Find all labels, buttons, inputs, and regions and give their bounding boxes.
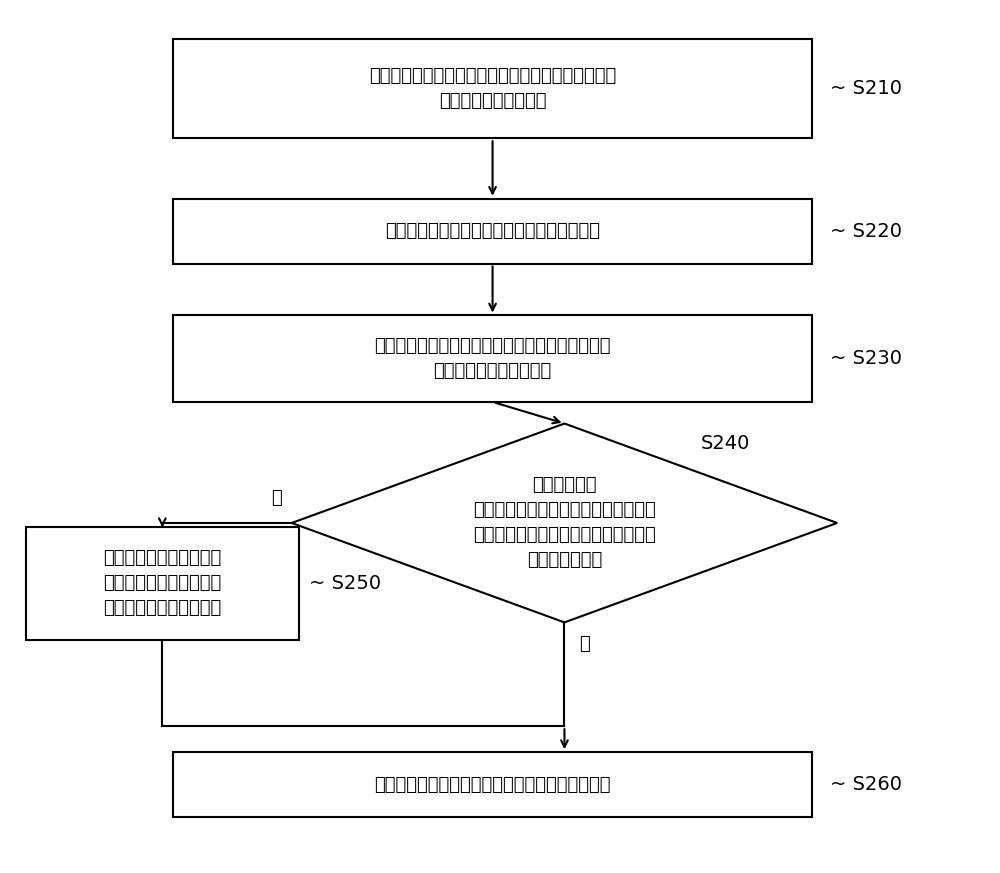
- Text: S240: S240: [701, 434, 750, 453]
- Polygon shape: [292, 423, 837, 622]
- Text: 否: 否: [579, 636, 590, 653]
- Text: ~ S230: ~ S230: [830, 349, 902, 368]
- FancyBboxPatch shape: [173, 199, 812, 264]
- Text: ~ S210: ~ S210: [830, 79, 902, 98]
- Text: ~ S250: ~ S250: [309, 574, 381, 593]
- FancyBboxPatch shape: [173, 38, 812, 138]
- Text: 排除位于各组光学感测模
组所对应的至少一个触控
排除区域的触控坐标信息: 排除位于各组光学感测模 组所对应的至少一个触控 排除区域的触控坐标信息: [103, 549, 221, 617]
- Text: 依据剩余的触控坐标信息来计算触控物的触控坐标: 依据剩余的触控坐标信息来计算触控物的触控坐标: [374, 775, 611, 794]
- Text: 获得这些光学感应器对应的多个光学触控数据: 获得这些光学感应器对应的多个光学触控数据: [385, 222, 600, 240]
- FancyBboxPatch shape: [173, 315, 812, 402]
- Text: 是: 是: [271, 490, 282, 507]
- Text: ~ S220: ~ S220: [830, 222, 902, 241]
- FancyBboxPatch shape: [26, 527, 299, 640]
- Text: ~ S260: ~ S260: [830, 775, 902, 794]
- Text: 提供多个光学感应器，并使这些光学感应器两两配对
形成多组光学感测模组: 提供多个光学感应器，并使这些光学感应器两两配对 形成多组光学感测模组: [369, 67, 616, 110]
- Text: 依据这些光学触控数据以产生各组光学感测模组所
对应的多个触控坐标信息: 依据这些光学触控数据以产生各组光学感测模组所 对应的多个触控坐标信息: [374, 337, 611, 380]
- FancyBboxPatch shape: [173, 753, 812, 817]
- Text: 判断各组光学
感测模组所对应的触控坐标信息是否位
于各组光学感测模组所对应的至少一个
触控排除区域中: 判断各组光学 感测模组所对应的触控坐标信息是否位 于各组光学感测模组所对应的至少…: [473, 477, 656, 569]
